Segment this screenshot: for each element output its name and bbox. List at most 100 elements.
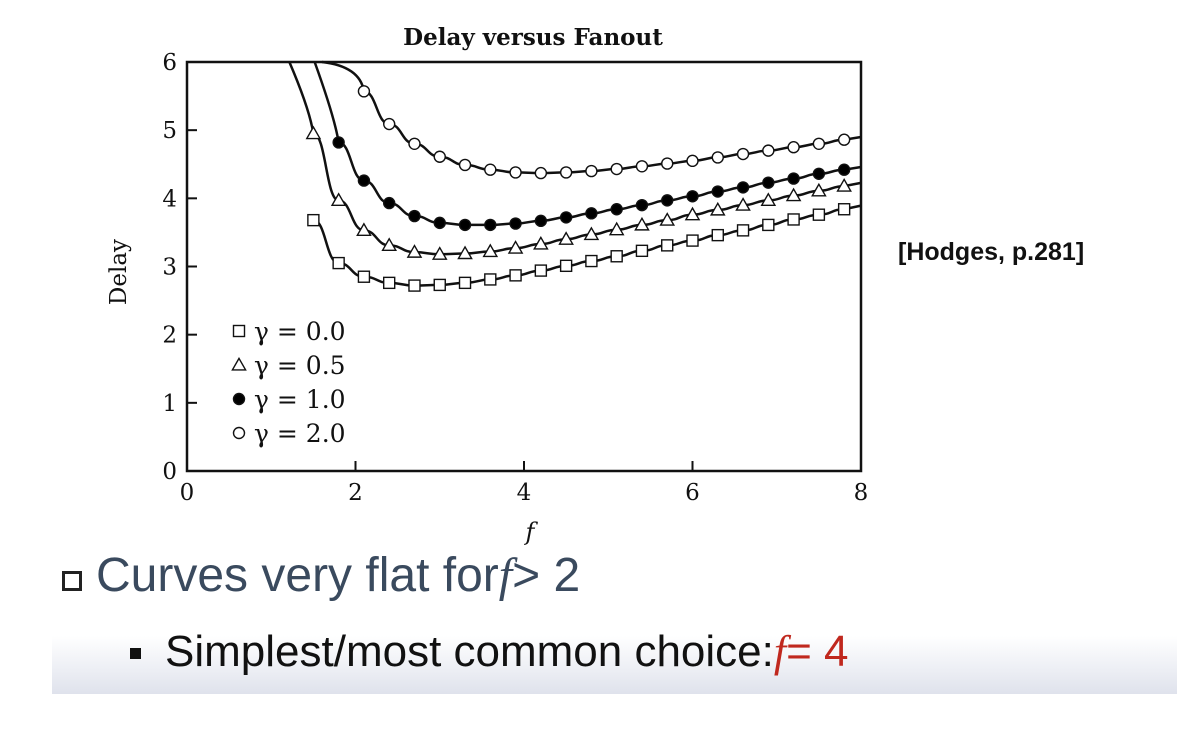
series-line — [312, 204, 862, 287]
data-point — [787, 213, 800, 226]
x-tick-label: 4 — [517, 480, 532, 506]
data-point — [307, 213, 320, 227]
data-point — [608, 221, 625, 236]
data-point — [305, 125, 322, 140]
data-point — [635, 244, 649, 258]
bullet1-text: Curves very flat for — [96, 549, 499, 602]
square-bullet-icon — [130, 648, 141, 659]
legend-marker — [231, 356, 247, 371]
x-axis-label: f — [524, 518, 539, 546]
data-point — [357, 270, 371, 283]
series-curves — [288, 60, 862, 287]
data-point — [431, 246, 448, 260]
hollow-square-bullet-icon — [62, 570, 82, 591]
data-point — [836, 178, 852, 192]
data-point — [585, 207, 598, 220]
data-point — [356, 222, 372, 237]
legend: γ = 0.0 γ = 0.5 γ = 1.0 γ = 2.0 — [231, 317, 346, 448]
data-point — [787, 141, 800, 154]
data-point — [458, 276, 472, 290]
data-point — [383, 196, 396, 210]
series-line — [321, 60, 862, 175]
data-point — [458, 158, 472, 172]
y-tick-label: 4 — [162, 186, 177, 212]
data-point — [711, 151, 724, 164]
data-point — [559, 259, 573, 273]
data-point — [482, 243, 499, 258]
footer-band — [52, 636, 1177, 694]
data-point — [760, 192, 777, 207]
data-point — [837, 163, 851, 176]
data-point — [509, 269, 522, 282]
data-point — [686, 190, 699, 203]
chart-title: Delay versus Fanout — [403, 24, 663, 51]
data-point — [736, 181, 750, 194]
data-point — [811, 182, 827, 197]
data-point — [736, 224, 750, 237]
data-point — [357, 174, 371, 187]
data-point — [332, 256, 345, 270]
data-point — [661, 194, 674, 207]
bullet2-var: f — [773, 627, 787, 676]
y-tick-label: 2 — [162, 323, 177, 349]
data-point — [534, 214, 548, 228]
data-point — [735, 197, 751, 211]
y-axis-label: Delay — [106, 239, 132, 305]
data-point — [585, 164, 598, 178]
data-point — [433, 216, 446, 230]
data-point — [812, 137, 826, 151]
data-point — [534, 166, 548, 180]
data-point — [711, 185, 724, 198]
data-point — [661, 239, 674, 252]
data-point — [484, 218, 497, 232]
data-point — [381, 237, 398, 252]
bullet1-var: f — [498, 549, 513, 602]
data-point — [762, 176, 775, 189]
x-tick-label: 2 — [348, 480, 363, 506]
data-point — [684, 206, 701, 221]
data-point — [686, 234, 699, 247]
y-tick-label: 0 — [162, 459, 177, 485]
data-point — [507, 240, 524, 254]
bullet2-tail: = 4 — [786, 626, 849, 676]
data-point — [408, 209, 421, 223]
data-point — [711, 228, 724, 242]
data-point — [837, 133, 851, 146]
legend-label: γ = 2.0 — [254, 419, 346, 448]
bullet-curves-flat: Curves very flat for f > 2 — [62, 548, 580, 603]
data-point — [736, 147, 750, 161]
series-line — [313, 61, 862, 227]
legend-label: γ = 0.0 — [254, 317, 346, 346]
data-point — [484, 163, 497, 176]
data-point — [785, 187, 802, 202]
x-tick-label: 8 — [854, 480, 869, 506]
data-point — [408, 279, 421, 292]
data-point — [837, 203, 851, 216]
data-point — [559, 166, 573, 179]
data-point — [812, 208, 826, 221]
data-point — [762, 144, 775, 157]
data-point — [433, 150, 446, 163]
data-point — [458, 218, 472, 232]
data-point — [812, 167, 826, 180]
data-point — [559, 211, 573, 224]
data-point — [534, 264, 548, 277]
data-point — [585, 254, 598, 268]
series-markers — [305, 85, 852, 292]
data-point — [383, 276, 396, 290]
axis-ticks: 0 2 4 6 8 0 1 2 3 4 5 6 — [162, 50, 868, 506]
legend-marker — [232, 324, 246, 338]
data-point — [635, 160, 649, 173]
series-line — [288, 61, 862, 256]
legend-marker — [232, 392, 246, 406]
data-point — [634, 216, 650, 231]
x-tick-label: 6 — [685, 480, 700, 506]
data-point — [533, 235, 549, 250]
delay-vs-fanout-chart: Delay versus Fanout 0 2 4 6 8 0 1 2 3 4 5 6 γ = 0.0… — [106, 24, 868, 546]
data-point — [558, 231, 574, 245]
data-point — [610, 203, 623, 216]
data-point — [583, 226, 600, 241]
data-point — [762, 218, 775, 232]
legend-label: γ = 1.0 — [254, 385, 346, 414]
legend-label: γ = 0.5 — [254, 351, 346, 380]
